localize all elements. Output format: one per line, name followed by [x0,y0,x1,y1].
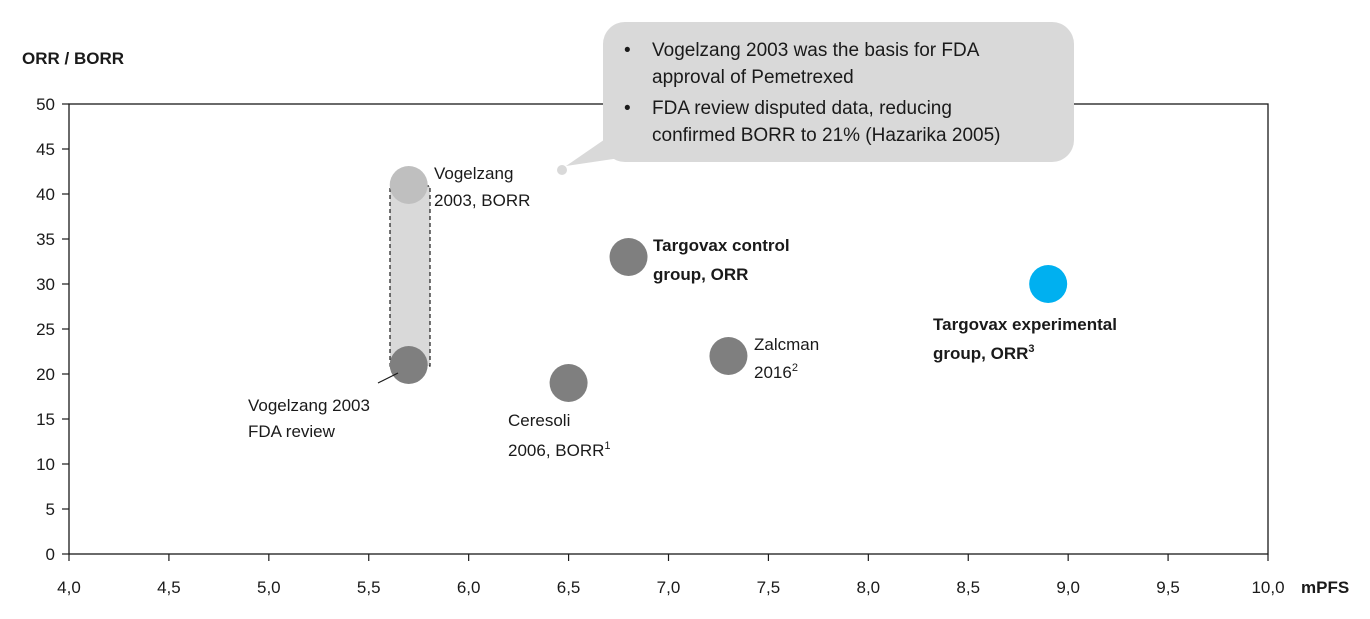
callout-line-4: confirmed BORR to 21% (Hazarika 2005) [652,125,1000,146]
borr-range-band [389,185,431,367]
callout-box [603,22,1074,162]
y-tick-label: 45 [36,140,55,159]
scatter-point [609,238,648,276]
callout-line-2: approval of Pemetrexed [652,67,854,88]
y-tick-label: 35 [36,230,55,249]
y-tick-label: 0 [46,545,55,564]
ticks-layer: 0 5 10 15 20 25 30 35 40 45 50 4,0 4,5 5,0 5,5 6,0 6,5 7,… [36,95,1284,597]
label-zalcman-2-main: 2016 [754,363,792,382]
label-targovax-control-1: Targovax control [653,236,790,255]
label-ceresoli-2-main: 2006, BORR [508,441,604,460]
label-zalcman-1: Zalcman [754,335,819,354]
label-targovax-exp-1: Targovax experimental [933,315,1117,334]
x-axis-title: mPFS [1301,578,1349,597]
x-tick-label: 8,5 [956,578,980,597]
x-tick-label: 6,5 [557,578,581,597]
label-zalcman-sup: 2 [792,362,798,374]
label-ceresoli-sup: 1 [604,440,610,452]
y-tick-label: 15 [36,410,55,429]
scatter-point [549,364,588,402]
y-tick-label: 30 [36,275,55,294]
points-layer [389,166,1068,402]
label-vogelzang-fda-2: FDA review [248,422,336,441]
y-tick-label: 50 [36,95,55,114]
x-tick-label: 4,5 [157,578,181,597]
callout: • Vogelzang 2003 was the basis for FDA a… [557,22,1074,175]
label-ceresoli-2: 2006, BORR1 [508,440,611,460]
y-tick-label: 5 [46,500,55,519]
callout-dot [557,165,567,175]
label-targovax-exp-2-main: group, ORR [933,344,1028,363]
callout-bullet-1: • [624,40,631,61]
callout-bullet-2: • [624,98,631,119]
label-targovax-control-2: group, ORR [653,265,748,284]
label-vogelzang-borr-1: Vogelzang [434,164,513,183]
y-tick-label: 20 [36,365,55,384]
label-vogelzang-fda-1: Vogelzang 2003 [248,396,370,415]
scatter-point [1029,265,1068,303]
x-tick-label: 4,0 [57,578,81,597]
label-targovax-exp-sup: 3 [1028,343,1034,355]
point-labels: Vogelzang 2003, BORR Vogelzang 2003 FDA … [248,164,1117,460]
x-tick-label: 6,0 [457,578,481,597]
callout-line-3: FDA review disputed data, reducing [652,98,952,119]
label-vogelzang-borr-2: 2003, BORR [434,191,530,210]
callout-line-1: Vogelzang 2003 was the basis for FDA [652,40,980,61]
x-tick-label: 7,0 [657,578,681,597]
x-tick-label: 8,0 [857,578,881,597]
x-tick-label: 7,5 [757,578,781,597]
label-zalcman-2: 20162 [754,362,798,382]
scatter-point [709,337,748,375]
y-tick-label: 40 [36,185,55,204]
y-tick-label: 10 [36,455,55,474]
x-tick-label: 5,0 [257,578,281,597]
scatter-point [389,346,428,384]
x-tick-label: 10,0 [1251,578,1284,597]
x-tick-label: 9,5 [1156,578,1180,597]
x-tick-label: 9,0 [1056,578,1080,597]
scatter-point [389,166,428,204]
y-tick-label: 25 [36,320,55,339]
y-axis-title: ORR / BORR [22,49,124,68]
fda-review-connector [377,372,399,384]
label-ceresoli-1: Ceresoli [508,411,570,430]
x-tick-label: 5,5 [357,578,381,597]
label-targovax-exp-2: group, ORR3 [933,343,1035,363]
